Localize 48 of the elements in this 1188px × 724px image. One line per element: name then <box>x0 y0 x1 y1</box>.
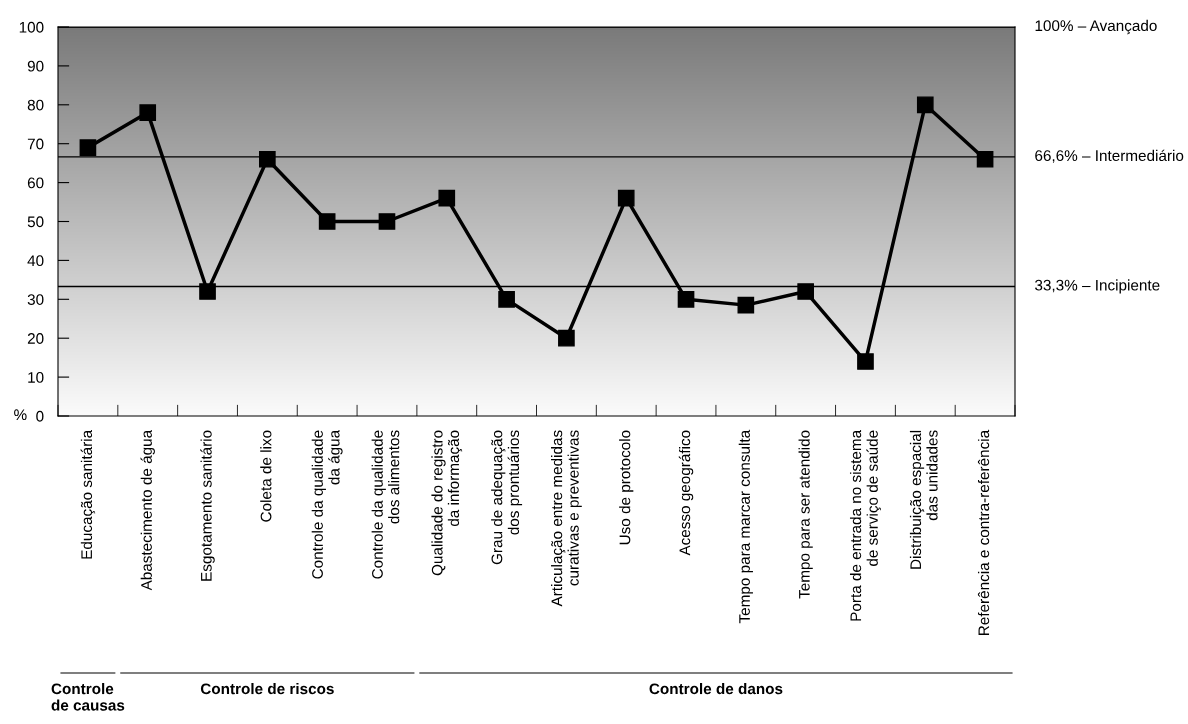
text: Controle de riscos <box>200 683 334 695</box>
point <box>139 104 157 121</box>
y-tick-label: 50 <box>27 216 44 228</box>
y-tick-label: 70 <box>27 138 44 150</box>
point <box>976 150 994 168</box>
point <box>677 290 695 308</box>
x-tick-label: Uso de protocolo <box>619 430 634 545</box>
text: Controle de danos <box>649 683 783 695</box>
point <box>378 213 396 230</box>
x-tick-label: Controle da qualidade da água <box>311 429 343 579</box>
ref-line-label: 100% – Avançado <box>1035 19 1157 35</box>
point <box>797 283 814 300</box>
text: Controle de causas <box>51 683 125 711</box>
y-tick-label: 0 <box>36 410 44 422</box>
point <box>318 213 336 230</box>
x-tick-label: Coleta de lixo <box>260 430 272 522</box>
point <box>737 296 755 314</box>
y-tick-label: 30 <box>27 294 44 305</box>
point <box>79 139 97 156</box>
y-tick-label: 90 <box>27 60 44 72</box>
point <box>857 353 874 370</box>
x-tick-label: Educação sanitária <box>80 429 96 559</box>
point <box>916 96 934 114</box>
y-tick-label: 10 <box>28 371 44 383</box>
x-tick-label: Acesso geográfico <box>678 430 694 556</box>
x-tick-label: Tempo para ser atendido <box>798 430 813 599</box>
x-tick-label: Referência e contra-referência <box>977 429 990 635</box>
x-tick-label: Distribuição espacial das unidades <box>909 430 938 569</box>
x-tick-label: Tempo para marcar consulta <box>738 429 753 624</box>
y-tick-label: 40 <box>27 255 44 267</box>
x-tick-label: Porta de entrada no sistema de serviço de saúde <box>849 429 881 621</box>
point <box>438 189 456 207</box>
point <box>617 189 635 207</box>
y-tick-label: 80 <box>27 99 44 111</box>
point <box>199 283 216 300</box>
ref-line-label: 66,6% – Intermediário <box>1035 149 1184 163</box>
y-axis-title: % <box>14 409 27 421</box>
y-tick-label: 60 <box>27 177 44 189</box>
y-tick-label: 100 <box>19 21 44 33</box>
x-tick-label: Qualidade do registro da informação <box>431 430 463 576</box>
x-tick-label: Controle da qualidade dos alimentos <box>371 430 400 579</box>
point <box>259 150 276 168</box>
ref-line-label: 33,3% – Incipiente <box>1035 279 1160 294</box>
x-tick-label: Esgotamento sanitário <box>200 430 215 581</box>
point <box>558 329 575 347</box>
point <box>498 290 515 308</box>
x-tick-label: Abastecimento de água <box>140 429 155 591</box>
y-tick-label: 20 <box>27 333 44 344</box>
